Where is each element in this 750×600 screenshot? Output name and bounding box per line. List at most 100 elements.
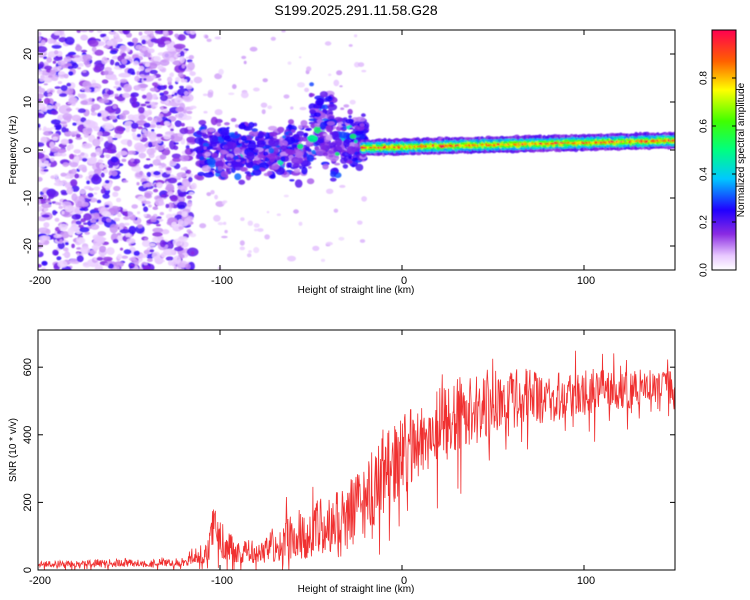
spectrogram-ytick-label: 0 xyxy=(22,147,34,153)
spectrogram-noise-cell xyxy=(80,246,91,255)
spectrogram-noise-cell xyxy=(133,85,141,91)
spectrogram-noise-cell xyxy=(40,39,46,46)
spectrogram-noise-cell xyxy=(136,133,141,138)
spectrogram-noise-cell xyxy=(150,123,157,128)
spectrogram-noise-cell xyxy=(100,172,105,178)
spectrogram-noise-cell xyxy=(88,30,94,33)
spectrogram-noise-cell xyxy=(247,220,253,226)
spectrogram-noise-cell xyxy=(96,199,102,204)
spectrogram-cluster-cell xyxy=(234,131,238,136)
spectrogram-noise-cell xyxy=(162,30,168,35)
spectrogram-noise-cell xyxy=(177,72,184,78)
spectrogram-cluster-cell xyxy=(268,138,280,147)
spectrogram-noise-cell xyxy=(102,35,110,42)
spectrogram-noise-cell xyxy=(101,79,109,84)
snr-frame xyxy=(37,329,676,571)
spectrogram-noise-cell xyxy=(173,43,186,50)
spectrogram-cluster-cell xyxy=(346,160,353,164)
spectrogram-noise-cell xyxy=(151,215,156,219)
spectrogram-noise-cell xyxy=(132,158,141,164)
spectrogram-noise-cell xyxy=(189,105,197,110)
spectrogram-noise-cell xyxy=(156,182,163,188)
spectrogram-noise-cell xyxy=(174,120,182,128)
spectrogram-noise-cell xyxy=(320,258,326,262)
spectrogram-noise-cell xyxy=(132,60,139,66)
spectrogram-cluster-cell xyxy=(337,121,344,128)
spectrogram-noise-cell xyxy=(136,182,140,186)
spectrogram-cluster-cell xyxy=(224,122,230,126)
spectrogram-cluster-cell xyxy=(328,154,334,158)
spectrogram-cluster-cell xyxy=(238,179,246,185)
spectrogram-noise-cell xyxy=(178,226,184,230)
spectrogram-cluster-cell xyxy=(280,156,286,162)
spectrogram-noise-cell xyxy=(92,173,100,182)
spectrogram-noise-cell xyxy=(143,78,147,81)
spectrogram-carrier-cell xyxy=(676,146,679,149)
spectrogram-noise-cell xyxy=(173,145,179,150)
spectrogram-noise-cell xyxy=(336,70,343,76)
spectrogram-cluster-cell xyxy=(282,135,286,139)
spectrogram-noise-cell xyxy=(138,106,145,114)
spectrogram-cluster-cell xyxy=(331,131,340,141)
spectrogram-cluster-cell xyxy=(354,143,359,148)
spectrogram-noise-cell xyxy=(78,62,84,66)
spectrogram-noise-cell xyxy=(122,92,131,99)
spectrogram-noise-cell xyxy=(38,176,43,182)
spectrogram-noise-cell xyxy=(122,180,129,183)
spectrogram-noise-cell xyxy=(166,43,171,47)
spectrogram-noise-cell xyxy=(134,142,145,151)
spectrogram-cluster-cell xyxy=(337,131,348,139)
spectrogram-cluster-cell xyxy=(325,125,332,133)
spectrogram-cluster-cell xyxy=(349,133,357,139)
spectrogram-noise-cell xyxy=(171,153,181,159)
spectrogram-cluster-cell xyxy=(292,163,301,169)
spectrogram-cluster-cell xyxy=(296,130,305,137)
spectrogram-noise-cell xyxy=(43,169,49,172)
colorbar-tick-label: 0.2 xyxy=(699,215,710,229)
spectrogram-noise-cell xyxy=(61,201,72,207)
spectrogram-noise-cell xyxy=(191,182,197,190)
spectrogram-noise-cell xyxy=(156,125,163,128)
spectrogram-cluster-cell xyxy=(301,136,308,142)
spectrogram-noise-cell xyxy=(143,249,150,255)
spectrogram-noise-cell xyxy=(297,82,305,88)
spectrogram-noise-cell xyxy=(111,170,118,177)
spectrogram-noise-cell xyxy=(138,31,143,36)
spectrogram-noise-cell xyxy=(165,256,174,261)
spectrogram-noise-cell xyxy=(105,184,111,191)
spectrogram-noise-cell xyxy=(99,163,104,169)
spectrogram-noise-cell xyxy=(186,110,193,115)
spectrogram-noise-cell xyxy=(361,69,367,73)
spectrogram-noise-cell xyxy=(82,127,93,135)
spectrogram-cluster-cell xyxy=(348,115,352,119)
spectrogram-noise-cell xyxy=(43,131,53,136)
spectrogram-noise-cell xyxy=(131,132,137,138)
spectrogram-noise-cell xyxy=(91,46,97,53)
spectrogram-cluster-cell xyxy=(226,156,232,162)
spectrogram-noise-cell xyxy=(77,67,82,70)
spectrogram-noise-cell xyxy=(57,148,67,154)
spectrogram-carrier-cell xyxy=(676,131,680,135)
spectrogram-noise-cell xyxy=(54,86,61,89)
spectrogram-noise-cell xyxy=(102,193,110,199)
spectrogram-cluster-cell xyxy=(306,154,315,162)
spectrogram-noise-cell xyxy=(38,36,42,42)
spectrogram-noise-cell xyxy=(94,264,103,270)
spectrogram-noise-cell xyxy=(43,126,47,131)
spectrogram-noise-cell xyxy=(164,121,171,126)
spectrogram-noise-cell xyxy=(180,122,185,127)
spectrogram-cluster-cell xyxy=(287,162,293,168)
spectrogram-noise-cell xyxy=(249,46,258,52)
spectrogram-noise-cell xyxy=(353,34,358,38)
spectrogram-noise-cell xyxy=(100,188,106,194)
spectrogram-noise-cell xyxy=(79,227,90,233)
spectrogram-noise-cell xyxy=(143,164,151,169)
spectrogram-noise-cell xyxy=(167,177,178,184)
spectrogram-noise-cell xyxy=(107,150,112,154)
spectrogram-noise-cell xyxy=(156,85,167,91)
spectrogram-noise-cell xyxy=(152,232,163,237)
spectrogram-noise-cell xyxy=(75,133,81,138)
spectrogram-noise-cell xyxy=(338,236,345,241)
spectrogram-noise-cell xyxy=(113,185,121,192)
spectrogram-noise-cell xyxy=(333,79,340,87)
